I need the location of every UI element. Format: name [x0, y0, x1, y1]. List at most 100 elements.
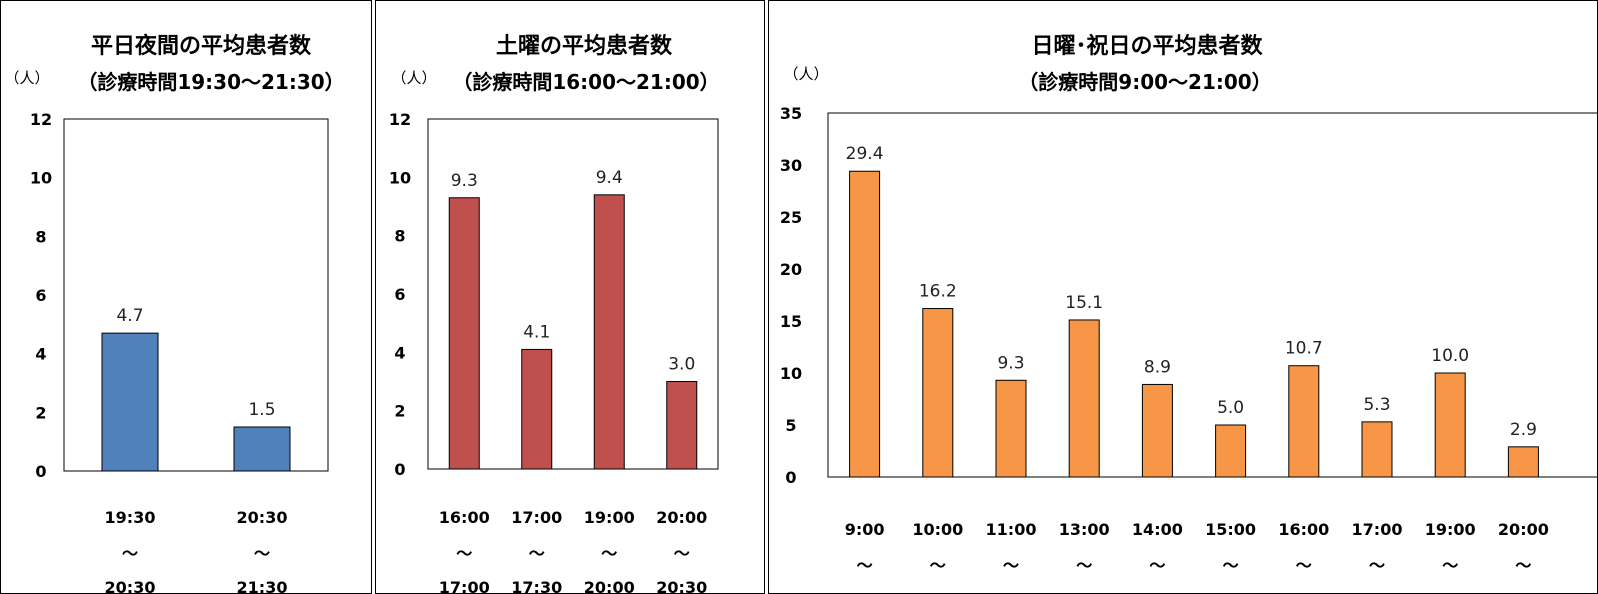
chart-weekday-night: 平日夜間の平均患者数 （診療時間19:30～21:30） （人） 0 2 4 6 8 10 12 4… — [4, 33, 344, 594]
data-label: 5.3 — [1363, 395, 1390, 415]
data-label: 9.3 — [451, 171, 478, 191]
x-category-separator: ～ — [1369, 556, 1385, 575]
chart-panel-sunday-holiday: 日曜･祝日の平均患者数 （診療時間9:00～21:00） （人） 0 5 10 15 20 25… — [768, 0, 1598, 594]
x-category-separator: ～ — [1076, 556, 1092, 575]
x-category-end: 20:30 — [656, 578, 707, 594]
chart-subtitle: （診療時間9:00～21:00） — [1018, 70, 1271, 94]
bar — [995, 379, 1027, 478]
data-label: 4.1 — [523, 322, 550, 342]
y-tick-label: 10 — [30, 169, 52, 188]
data-label: 29.4 — [846, 144, 884, 164]
x-category-start: 16:00 — [1278, 520, 1329, 539]
y-tick-label: 8 — [35, 227, 46, 246]
x-category-separator: ～ — [1515, 556, 1531, 575]
x-category-end: 17:30 — [511, 578, 562, 594]
y-tick-label: 35 — [780, 104, 802, 123]
x-category-start: 9:00 — [845, 520, 885, 539]
y-tick-label: 0 — [35, 462, 46, 481]
x-category-end: 17:30 — [1352, 590, 1403, 594]
y-tick-label: 30 — [780, 156, 802, 175]
y-tick-label: 20 — [780, 260, 802, 279]
x-category-start: 20:30 — [237, 508, 288, 527]
x-category-end: 15:00 — [1132, 590, 1183, 594]
x-category-start: 14:00 — [1132, 520, 1183, 539]
y-axis-unit: （人） — [4, 69, 49, 87]
data-label: 3.0 — [668, 355, 695, 375]
x-category-separator: ～ — [601, 544, 617, 563]
bar — [448, 197, 480, 470]
x-category-separator: ～ — [1003, 556, 1019, 575]
bar — [1507, 446, 1539, 478]
x-category-end: 20:00 — [1425, 590, 1476, 594]
data-label: 10.0 — [1431, 346, 1469, 366]
chart-subtitle: （診療時間16:00～21:00） — [452, 70, 719, 94]
x-category-start: 19:00 — [1425, 520, 1476, 539]
chart-sunday-holiday: 日曜･祝日の平均患者数 （診療時間9:00～21:00） （人） 0 5 10 15 20 25… — [780, 33, 1597, 594]
y-axis-unit: （人） — [391, 69, 436, 87]
bar — [101, 332, 159, 472]
x-category-end: 11:00 — [912, 590, 963, 594]
y-tick-label: 12 — [30, 110, 52, 129]
x-category-separator: ～ — [254, 544, 270, 563]
y-tick-label: 6 — [394, 285, 405, 304]
y-tick-label: 25 — [780, 208, 802, 227]
x-category-start: 20:00 — [656, 508, 707, 527]
bar — [1141, 383, 1173, 478]
y-tick-label: 8 — [394, 227, 405, 246]
y-tick-label: 5 — [785, 416, 796, 435]
y-tick-label: 2 — [394, 402, 405, 421]
x-category-end: 20:30 — [105, 578, 156, 594]
data-label: 5.0 — [1217, 398, 1244, 418]
x-category-end: 20:30 — [1498, 590, 1549, 594]
x-category-end: 20:00 — [584, 578, 635, 594]
x-category-separator: ～ — [674, 544, 690, 563]
x-category-separator: ～ — [456, 544, 472, 563]
y-tick-label: 10 — [780, 364, 802, 383]
bar — [1215, 424, 1247, 478]
x-category-start: 20:00 — [1498, 520, 1549, 539]
x-category-end: 10:00 — [839, 590, 890, 594]
data-label: 15.1 — [1065, 293, 1103, 313]
chart-panel-saturday: 土曜の平均患者数 （診療時間16:00～21:00） （人） 0 2 4 6 8 10 12 9.3… — [375, 0, 765, 594]
y-tick-label: 6 — [35, 286, 46, 305]
x-category-separator: ～ — [1296, 556, 1312, 575]
data-label: 16.2 — [919, 282, 957, 302]
x-category-end: 14:00 — [1059, 590, 1110, 594]
chart-title: 平日夜間の平均患者数 — [91, 33, 312, 59]
bar — [233, 426, 291, 472]
plot-area-frame — [63, 118, 329, 472]
y-tick-label: 0 — [394, 460, 405, 479]
x-category-start: 15:00 — [1205, 520, 1256, 539]
bar — [1288, 365, 1320, 478]
x-category-start: 10:00 — [912, 520, 963, 539]
data-label: 10.7 — [1285, 339, 1323, 359]
y-tick-label: 0 — [785, 468, 796, 487]
y-tick-label: 4 — [35, 345, 46, 364]
x-category-separator: ～ — [529, 544, 545, 563]
y-tick-label: 2 — [35, 403, 46, 422]
bar — [922, 308, 954, 478]
x-category-start: 16:00 — [439, 508, 490, 527]
bar — [1068, 319, 1100, 478]
bar — [1434, 372, 1466, 478]
chart-title: 土曜の平均患者数 — [496, 33, 673, 59]
bar — [593, 194, 625, 470]
x-category-end: 17:00 — [1278, 590, 1329, 594]
x-category-start: 11:00 — [986, 520, 1037, 539]
bar — [666, 381, 698, 470]
data-label: 8.9 — [1144, 357, 1171, 377]
plot-area-frame — [427, 118, 719, 470]
bar — [849, 170, 881, 478]
x-category-separator: ～ — [1442, 556, 1458, 575]
x-category-start: 13:00 — [1059, 520, 1110, 539]
x-category-end: 11:30 — [986, 590, 1037, 594]
chart-title: 日曜･祝日の平均患者数 — [1031, 33, 1263, 59]
bar — [1361, 421, 1393, 478]
data-label: 9.3 — [997, 353, 1024, 373]
y-tick-label: 15 — [780, 312, 802, 331]
data-label: 9.4 — [596, 168, 623, 188]
x-category-start: 17:00 — [1352, 520, 1403, 539]
x-category-separator: ～ — [1149, 556, 1165, 575]
chart-panel-weekday-night: 平日夜間の平均患者数 （診療時間19:30～21:30） （人） 0 2 4 6 8 10 12 4… — [0, 0, 372, 594]
x-category-separator: ～ — [122, 544, 138, 563]
